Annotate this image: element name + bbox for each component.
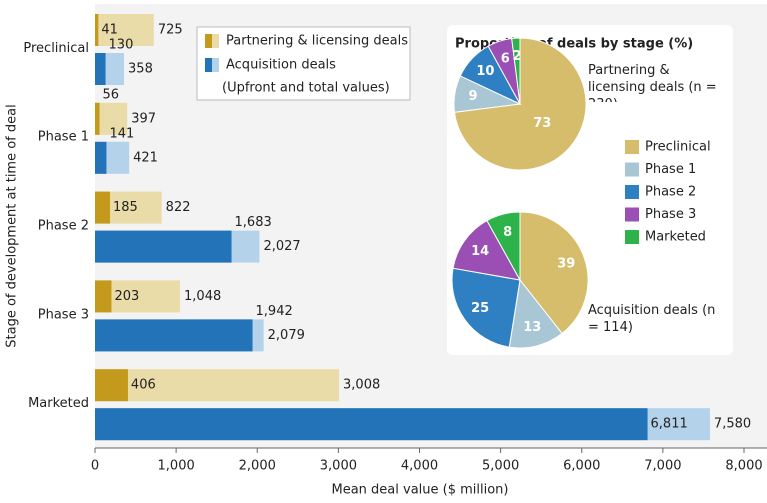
bar-upfront [95, 53, 106, 85]
legend-swatch [212, 58, 219, 72]
x-tick-label: 0 [91, 459, 99, 474]
pie-slice [508, 278, 563, 349]
legend-swatch [625, 140, 639, 154]
category-label: Phase 2 [38, 219, 89, 234]
pie-slice [451, 267, 521, 348]
bar-upfront [95, 230, 232, 263]
legend-label: Acquisition deals [226, 58, 336, 73]
category-label: Phase 3 [38, 307, 89, 322]
value-label: 6,811 [651, 417, 688, 432]
slice-label: 9 [469, 89, 478, 104]
bar-upfront [95, 14, 99, 46]
value-label: 185 [113, 200, 138, 215]
total-label: 7,580 [714, 417, 751, 432]
legend-label: Marketed [645, 230, 706, 245]
slice-label: 10 [476, 64, 494, 79]
x-tick-label: 8,000 [725, 459, 762, 474]
legend-note: (Upfront and total values) [222, 81, 390, 96]
total-label: 2,079 [268, 328, 305, 343]
legend-swatch [625, 185, 639, 199]
bar-upfront [95, 369, 128, 402]
value-label: 406 [131, 378, 156, 393]
x-axis-label: Mean deal value ($ million) [331, 483, 508, 498]
slice-label: 6 [501, 51, 510, 66]
slice-label: 73 [533, 116, 551, 131]
bar-total [95, 14, 154, 46]
bar-upfront [95, 102, 100, 135]
x-tick-label: 3,000 [320, 459, 357, 474]
category-label: Marketed [28, 396, 89, 411]
value-label: 1,942 [256, 304, 293, 319]
bar-total [95, 102, 128, 135]
legend-swatch [625, 162, 639, 177]
x-tick-label: 2,000 [239, 459, 276, 474]
slice-label: 25 [471, 301, 489, 316]
pie-slice [452, 219, 521, 281]
pie-label-box: Partnering & licensing deals (n = 230) [588, 63, 717, 102]
slice-label: 39 [557, 256, 575, 271]
value-label: 130 [109, 38, 134, 53]
slice-label: 13 [523, 320, 541, 335]
total-label: 822 [166, 200, 191, 215]
x-tick-label: 5,000 [482, 459, 519, 474]
bar-upfront [95, 141, 107, 174]
bar-upfront [95, 280, 112, 313]
total-label: 358 [128, 62, 153, 77]
pie-slice [486, 211, 521, 282]
legend-label: Partnering & licensing deals [226, 34, 408, 49]
slice-label: 2 [512, 49, 521, 64]
legend-label: Phase 1 [645, 162, 696, 177]
category-label: Phase 1 [38, 130, 89, 145]
total-label: 725 [158, 23, 183, 38]
total-label: 1,048 [184, 289, 221, 304]
total-label: 421 [133, 150, 158, 165]
pie-label: Partnering & licensing deals (n = 230) [588, 63, 717, 102]
legend-label: Phase 3 [645, 207, 696, 222]
value-label: 41 [101, 23, 118, 38]
pie-label-box: Acquisition deals (n = 114) [588, 303, 716, 335]
total-label: 3,008 [343, 378, 380, 393]
legend-swatch [625, 207, 639, 222]
pie-slice [511, 37, 521, 105]
legend-swatch [625, 230, 639, 244]
legend-label: Phase 2 [645, 185, 696, 200]
pie-label: Acquisition deals (n = 114) [588, 303, 716, 335]
bar-upfront [95, 191, 111, 224]
legend-swatch [205, 34, 212, 48]
y-axis-label: Stage of development at time of deal [5, 104, 20, 347]
x-tick-label: 1,000 [158, 459, 195, 474]
legend-swatch [212, 34, 219, 48]
pie-slice [519, 211, 589, 335]
value-label: 141 [109, 126, 134, 141]
x-tick-label: 4,000 [401, 459, 438, 474]
slice-label: 8 [503, 225, 512, 240]
x-tick-label: 7,000 [644, 459, 681, 474]
legend-box [196, 26, 411, 101]
total-label: 2,027 [263, 239, 300, 254]
value-label: 56 [103, 87, 120, 102]
bar-upfront [95, 408, 648, 441]
legend-label: Preclinical [645, 140, 711, 155]
value-label: 203 [114, 289, 139, 304]
total-label: 397 [131, 111, 156, 126]
slice-label: 14 [471, 244, 489, 259]
category-label: Preclinical [23, 41, 89, 56]
value-label: 1,683 [235, 215, 272, 230]
legend-swatch [205, 58, 212, 72]
bar-total [95, 369, 340, 402]
x-tick-label: 6,000 [563, 459, 600, 474]
bar-upfront [95, 319, 253, 352]
